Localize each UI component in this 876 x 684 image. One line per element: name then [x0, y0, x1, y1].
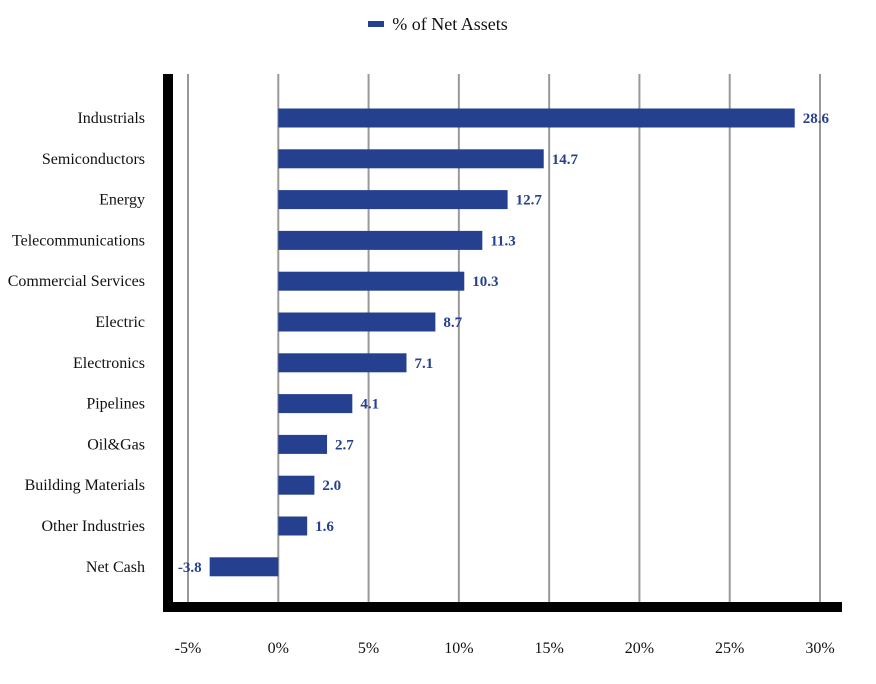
bar-6 — [278, 353, 407, 373]
x-tick-label-4: 15% — [534, 640, 563, 657]
bar-0 — [278, 108, 795, 128]
bar-4 — [278, 271, 465, 291]
bar-7 — [278, 394, 353, 414]
value-label-1: 14.7 — [552, 152, 579, 168]
category-label-1: Semiconductors — [42, 151, 145, 168]
x-tick-label-0: -5% — [175, 640, 202, 657]
value-label-10: 1.6 — [315, 519, 334, 535]
x-tick-label-3: 10% — [444, 640, 473, 657]
x-tick-label-5: 20% — [625, 640, 654, 657]
bar-2 — [278, 190, 508, 210]
bar-1 — [278, 149, 544, 169]
legend-swatch — [368, 20, 385, 27]
y-axis-line — [163, 74, 173, 612]
value-label-11: -3.8 — [178, 560, 202, 576]
bar-3 — [278, 230, 483, 250]
value-label-5: 8.7 — [443, 315, 462, 331]
value-label-8: 2.7 — [335, 437, 354, 453]
value-label-9: 2.0 — [322, 478, 341, 494]
category-label-3: Telecommunications — [12, 232, 145, 249]
category-label-9: Building Materials — [25, 477, 145, 494]
category-label-6: Electronics — [73, 355, 145, 372]
bar-9 — [278, 475, 315, 495]
value-label-6: 7.1 — [414, 356, 433, 372]
chart-legend: % of Net Assets — [0, 14, 876, 35]
category-label-7: Pipelines — [86, 396, 145, 413]
x-tick-label-1: 0% — [268, 640, 289, 657]
category-label-11: Net Cash — [86, 559, 145, 576]
bar-11 — [209, 557, 279, 577]
x-tick-label-6: 25% — [715, 640, 744, 657]
category-label-10: Other Industries — [41, 518, 145, 535]
x-axis-line — [163, 602, 842, 612]
x-tick-label-7: 30% — [805, 640, 834, 657]
value-label-0: 28.6 — [803, 111, 830, 127]
bar-10 — [278, 516, 308, 536]
value-label-3: 11.3 — [490, 233, 515, 249]
value-label-7: 4.1 — [360, 397, 379, 413]
legend-label: % of Net Assets — [392, 14, 508, 34]
value-label-4: 10.3 — [472, 274, 498, 290]
bar-5 — [278, 312, 436, 332]
category-label-2: Energy — [99, 192, 145, 209]
category-label-0: Industrials — [77, 110, 145, 127]
x-tick-label-2: 5% — [358, 640, 379, 657]
category-label-8: Oil&Gas — [87, 436, 145, 453]
category-label-5: Electric — [95, 314, 145, 331]
bar-8 — [278, 434, 328, 454]
value-label-2: 12.7 — [516, 193, 543, 209]
category-label-4: Commercial Services — [8, 273, 145, 290]
